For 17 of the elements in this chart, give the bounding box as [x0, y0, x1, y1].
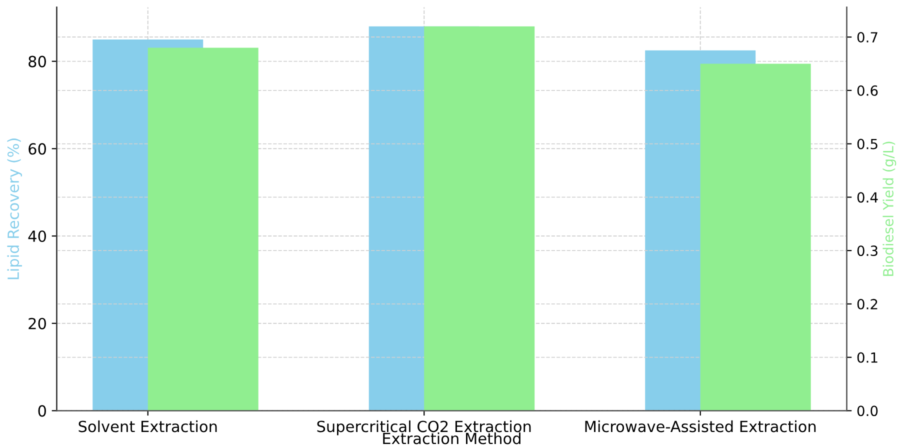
y2-tick-label: 0.7: [857, 32, 878, 43]
x-tick-label: Solvent Extraction: [78, 420, 217, 432]
y2-tick-label: 0.3: [857, 246, 878, 256]
y-tick-label: 80: [28, 56, 46, 68]
y-tick-label: 0: [38, 405, 46, 417]
y-axis-title: Lipid Recovery (%): [7, 138, 22, 280]
y2-tick-label: 0.5: [857, 138, 878, 150]
y2-tick-label: 0.6: [857, 85, 878, 96]
y2-tick-label: 0.1: [857, 352, 878, 363]
y-tick-label: 60: [28, 143, 46, 155]
y2-tick-label: 0.2: [857, 298, 878, 310]
y2-tick-label: 0.4: [857, 192, 878, 203]
y-tick-label: 40: [28, 230, 46, 242]
y2-tick-label: 0.0: [857, 406, 878, 416]
y2-axis-title: Biodiesel Yield (g/L): [882, 142, 896, 276]
y-tick-label: 20: [28, 318, 46, 330]
x-tick-label: Microwave-Assisted Extraction: [585, 420, 816, 432]
